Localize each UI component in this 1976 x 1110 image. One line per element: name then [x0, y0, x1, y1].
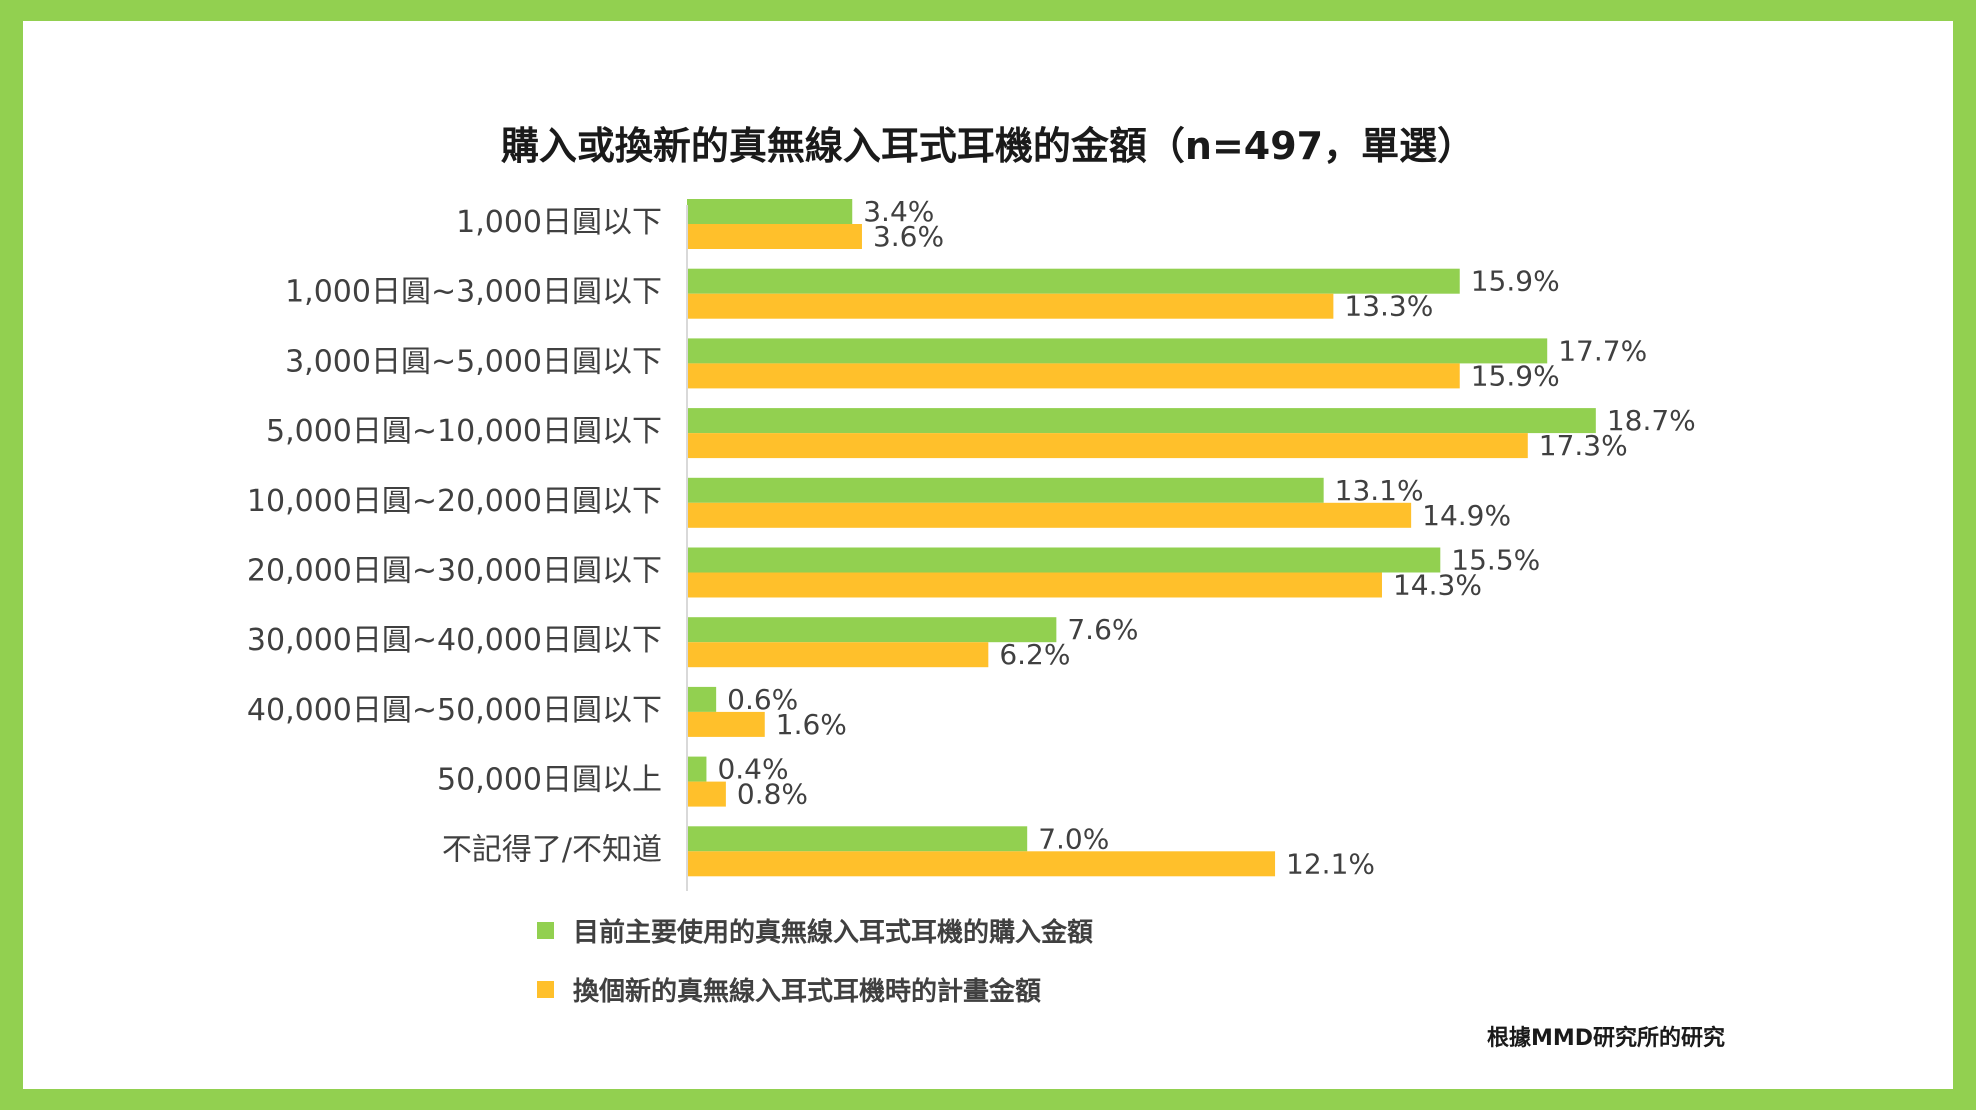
bar-planned — [687, 851, 1276, 877]
bars — [687, 199, 1596, 877]
value-label-planned: 17.3% — [1539, 429, 1628, 462]
bar-current — [687, 686, 717, 712]
bar-current — [687, 477, 1324, 503]
value-label-planned: 13.3% — [1344, 290, 1433, 323]
value-label-planned: 14.9% — [1422, 499, 1511, 532]
category-label: 1,000日圓以下 — [456, 205, 662, 240]
chart-title: 購入或換新的真無線入耳式耳機的金額（n=497，單選） — [501, 124, 1475, 168]
value-label-current: 17.7% — [1558, 334, 1647, 367]
value-label-planned: 0.8% — [737, 778, 808, 811]
bar-planned — [687, 781, 726, 807]
bar-current — [687, 268, 1460, 294]
bar-current — [687, 617, 1057, 643]
bar-planned — [687, 433, 1528, 459]
bar-current — [687, 756, 707, 782]
category-label: 20,000日圓~30,000日圓以下 — [247, 554, 662, 589]
bar-current — [687, 199, 853, 224]
bar-planned — [687, 711, 765, 737]
bar-current — [687, 826, 1028, 852]
value-label-planned: 1.6% — [776, 708, 847, 741]
bar-current — [687, 338, 1548, 364]
category-label: 10,000日圓~20,000日圓以下 — [247, 484, 662, 519]
bar-chart: 購入或換新的真無線入耳式耳機的金額（n=497，單選） 1,000日圓以下1,0… — [247, 124, 1725, 1051]
legend-swatch-planned — [537, 981, 554, 998]
value-label-planned: 3.6% — [873, 220, 944, 253]
category-label: 1,000日圓~3,000日圓以下 — [285, 275, 662, 310]
value-label-planned: 15.9% — [1471, 359, 1560, 392]
bar-planned — [687, 224, 862, 249]
value-label-current: 7.6% — [1067, 613, 1138, 646]
bar-planned — [687, 572, 1382, 598]
bar-planned — [687, 293, 1334, 319]
value-label-current: 7.0% — [1038, 822, 1109, 855]
category-label: 50,000日圓以上 — [437, 763, 662, 798]
bar-current — [687, 408, 1596, 434]
category-label: 3,000日圓~5,000日圓以下 — [285, 344, 662, 379]
value-label-current: 13.1% — [1335, 474, 1424, 507]
chart-card: 購入或換新的真無線入耳式耳機的金額（n=497，單選） 1,000日圓以下 1,0… — [23, 21, 1953, 1089]
value-label-current: 15.9% — [1471, 265, 1560, 298]
value-labels: 3.4%3.6%15.9%13.3%17.7%15.9%18.7%17.3%13… — [717, 195, 1695, 880]
legend-swatch-current — [537, 922, 554, 939]
value-label-planned: 14.3% — [1393, 569, 1482, 602]
bar-planned — [687, 642, 989, 668]
category-label: 30,000日圓~40,000日圓以下 — [247, 623, 662, 658]
bar-current — [687, 547, 1441, 573]
source-note: 根據MMD研究所的研究 — [1487, 1025, 1725, 1051]
category-label: 5,000日圓~10,000日圓以下 — [266, 414, 662, 449]
value-label-current: 0.6% — [727, 683, 798, 716]
legend-label-current: 目前主要使用的真無線入耳式耳機的購入金額 — [573, 917, 1093, 948]
category-label: 不記得了/不知道 — [442, 832, 662, 867]
value-label-current: 15.5% — [1451, 544, 1540, 577]
legend-label-planned: 換個新的真無線入耳式耳機時的計畫金額 — [573, 976, 1041, 1007]
bar-planned — [687, 502, 1412, 528]
value-label-current: 0.4% — [717, 753, 788, 786]
category-label: 40,000日圓~50,000日圓以下 — [247, 693, 662, 728]
value-label-planned: 6.2% — [999, 638, 1070, 671]
value-label-planned: 12.1% — [1286, 847, 1375, 880]
value-label-current: 3.4% — [863, 195, 934, 228]
value-label-current: 18.7% — [1607, 404, 1696, 437]
bar-planned — [687, 363, 1460, 389]
category-labels: 1,000日圓以下 1,000日圓~3,000日圓以下 3,000日圓~5,000日… — [247, 205, 662, 867]
